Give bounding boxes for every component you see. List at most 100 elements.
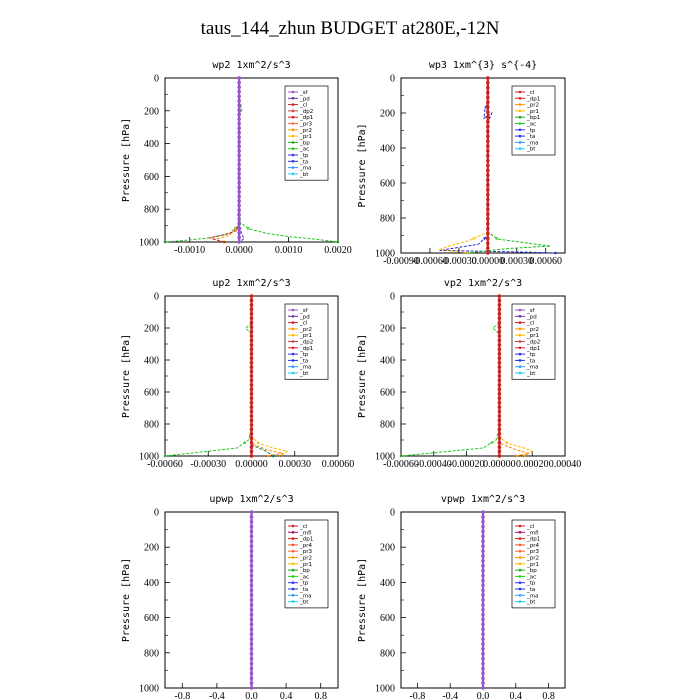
series-marker xyxy=(497,360,502,365)
legend-entry: _ac xyxy=(299,574,309,580)
chart-panel-6: vpwp 1xm^2/s^3 Pressure [hPa] 0 200 400 600 80… xyxy=(357,494,566,700)
y-tick-label: 0 xyxy=(390,508,395,519)
chart-panel-3: up2 1xm^2/s^3 Pressure [hPa] 0 200 400 600 800… xyxy=(121,278,354,470)
series-marker xyxy=(481,578,485,583)
series-marker xyxy=(497,396,502,401)
series-marker xyxy=(249,325,254,329)
legend-entry: _bp xyxy=(299,140,310,146)
series-marker xyxy=(486,76,490,80)
series-marker xyxy=(336,240,340,244)
x-tick-label: 0.00000 xyxy=(483,459,516,470)
legend-marker xyxy=(291,109,295,113)
series-marker xyxy=(497,440,502,445)
legend-entry: _pr1 xyxy=(299,562,312,568)
series-marker xyxy=(486,124,490,129)
series-marker xyxy=(237,139,241,144)
legend-marker xyxy=(291,352,295,356)
series-marker xyxy=(249,405,254,409)
legend-entry: _bt xyxy=(299,172,309,178)
legend-entry: _sf xyxy=(299,308,309,314)
y-tick-label: 0 xyxy=(390,74,395,85)
series-marker xyxy=(481,632,485,637)
series-marker xyxy=(481,686,485,690)
series-marker xyxy=(486,178,490,182)
legend-entry: _dp2 xyxy=(526,340,540,346)
series-marker xyxy=(223,240,226,244)
y-tick-label: 200 xyxy=(144,106,159,117)
series-marker xyxy=(237,199,241,203)
series-marker xyxy=(481,647,485,651)
legend-entry: _mfl xyxy=(299,530,312,536)
series-marker xyxy=(486,173,490,178)
legend-marker xyxy=(518,537,522,540)
x-tick-label: 0.0010 xyxy=(275,245,303,256)
series-marker xyxy=(481,524,485,529)
legend-entry: _pr1 xyxy=(526,562,539,568)
x-tick-label: 0.00020 xyxy=(516,459,549,470)
series-marker xyxy=(497,298,502,303)
series-marker xyxy=(249,676,254,681)
x-tick-label: 0.0 xyxy=(477,691,490,700)
series-marker xyxy=(249,563,254,568)
series-line-dp2 xyxy=(251,296,274,457)
legend-marker xyxy=(291,581,295,584)
legend-entry: _sf xyxy=(526,308,536,314)
series-marker xyxy=(249,642,254,646)
series-marker xyxy=(249,627,254,632)
legend-marker xyxy=(291,568,295,572)
legend-marker xyxy=(291,524,295,528)
series-marker xyxy=(481,539,485,544)
legend-marker xyxy=(518,562,522,566)
legend-entry: _ma xyxy=(526,365,538,371)
legend-entry: _ac xyxy=(299,147,309,153)
series-marker xyxy=(249,549,254,553)
x-tick-label: 0.0 xyxy=(245,691,258,700)
series-marker xyxy=(497,343,502,347)
series-marker xyxy=(497,400,502,405)
legend-entry: _ta xyxy=(299,159,308,165)
series-marker xyxy=(237,194,241,199)
series-marker xyxy=(497,414,502,418)
series-line-dp1 xyxy=(209,78,240,243)
legend-entry: _cl xyxy=(526,524,535,530)
legend-marker xyxy=(518,556,522,559)
series-marker xyxy=(481,607,485,612)
series-marker xyxy=(486,144,490,148)
series-marker xyxy=(490,441,494,444)
legend-entry: _ma xyxy=(299,593,311,599)
legend-entry: _tp xyxy=(526,581,536,587)
legend-marker xyxy=(518,594,522,597)
legend-entry: _pr2 xyxy=(526,103,539,109)
series-marker xyxy=(249,573,254,578)
series-line-pr2 xyxy=(498,296,530,457)
legend-entry: _dp1 xyxy=(526,346,540,352)
legend-entry: _ta xyxy=(526,587,535,593)
chart-panel-2: wp3 1xm^{3} s^{-4} Pressure [hPa] 0 200 400 6… xyxy=(357,60,566,267)
series-line-pr1 xyxy=(212,78,240,243)
legend-marker xyxy=(291,600,295,603)
series-marker xyxy=(249,334,254,338)
chart-title: wp2 1xm^2/s^3 xyxy=(212,60,290,71)
y-tick-label: 200 xyxy=(144,324,159,335)
series-marker xyxy=(497,334,502,338)
series-marker xyxy=(486,115,490,119)
series-marker xyxy=(249,374,254,378)
chart-title: vpwp 1xm^2/s^3 xyxy=(441,494,525,505)
legend-entry: _dp2 xyxy=(299,340,313,346)
series-marker xyxy=(249,316,254,321)
y-tick-label: 600 xyxy=(380,179,395,190)
y-tick-label: 600 xyxy=(144,613,159,624)
series-marker xyxy=(481,510,485,514)
series-marker xyxy=(522,454,526,458)
legend-marker xyxy=(291,346,295,350)
y-tick-label: 200 xyxy=(380,109,395,120)
legend-marker xyxy=(518,581,522,584)
legend-marker xyxy=(518,141,522,144)
series-marker xyxy=(497,409,502,414)
legend-marker xyxy=(291,172,295,176)
series-marker xyxy=(481,603,485,607)
legend-marker xyxy=(291,160,295,163)
legend-marker xyxy=(291,333,295,337)
x-tick-label: -0.4 xyxy=(209,691,225,700)
legend-entry: _pr2 xyxy=(299,327,312,333)
